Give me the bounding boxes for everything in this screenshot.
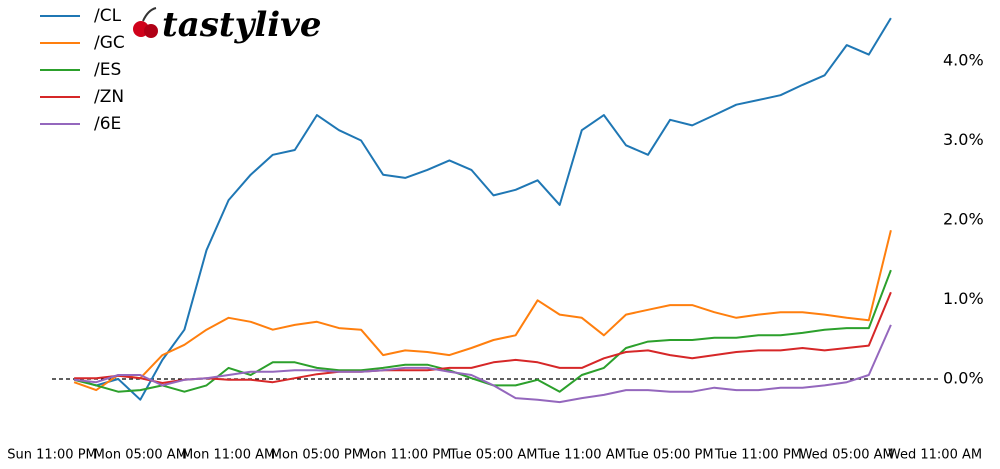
logo: tastylive — [133, 5, 322, 45]
x-tick-label: Mon 11:00 PM — [359, 448, 451, 463]
y-tick-label: 2.0% — [943, 210, 984, 229]
legend-label: /CL — [94, 6, 122, 26]
series-line — [73, 324, 892, 404]
series-line — [73, 269, 892, 393]
x-tick-label: Mon 05:00 AM — [94, 448, 187, 463]
logo-text: tastylive — [162, 5, 322, 45]
logo-stem — [142, 7, 157, 22]
legend-label: /ZN — [94, 87, 124, 107]
y-tick-label: 0.0% — [943, 369, 984, 388]
x-tick-label: Wed 05:00 AM — [800, 448, 894, 463]
series-line — [73, 230, 892, 392]
x-tick-label: Mon 05:00 PM — [271, 448, 363, 463]
y-tick-label: 4.0% — [943, 51, 984, 70]
x-tick-label: Tue 05:00 AM — [448, 448, 537, 463]
x-tick-label: Tue 11:00 AM — [537, 448, 626, 463]
x-tick-label: Tue 11:00 PM — [714, 448, 802, 463]
y-tick-label: 3.0% — [943, 130, 984, 149]
x-tick-label: Tue 05:00 PM — [626, 448, 714, 463]
x-tick-label: Sun 11:00 PM — [7, 448, 97, 463]
legend-label: /ES — [94, 60, 121, 80]
series-line — [73, 17, 892, 401]
y-tick-label: 1.0% — [943, 289, 984, 308]
x-tick-label: Wed 11:00 AM — [888, 448, 982, 463]
legend-label: /GC — [94, 33, 125, 53]
legend-label: /6E — [94, 114, 121, 134]
x-tick-label: Mon 11:00 AM — [182, 448, 275, 463]
logo-cherry — [144, 24, 158, 38]
